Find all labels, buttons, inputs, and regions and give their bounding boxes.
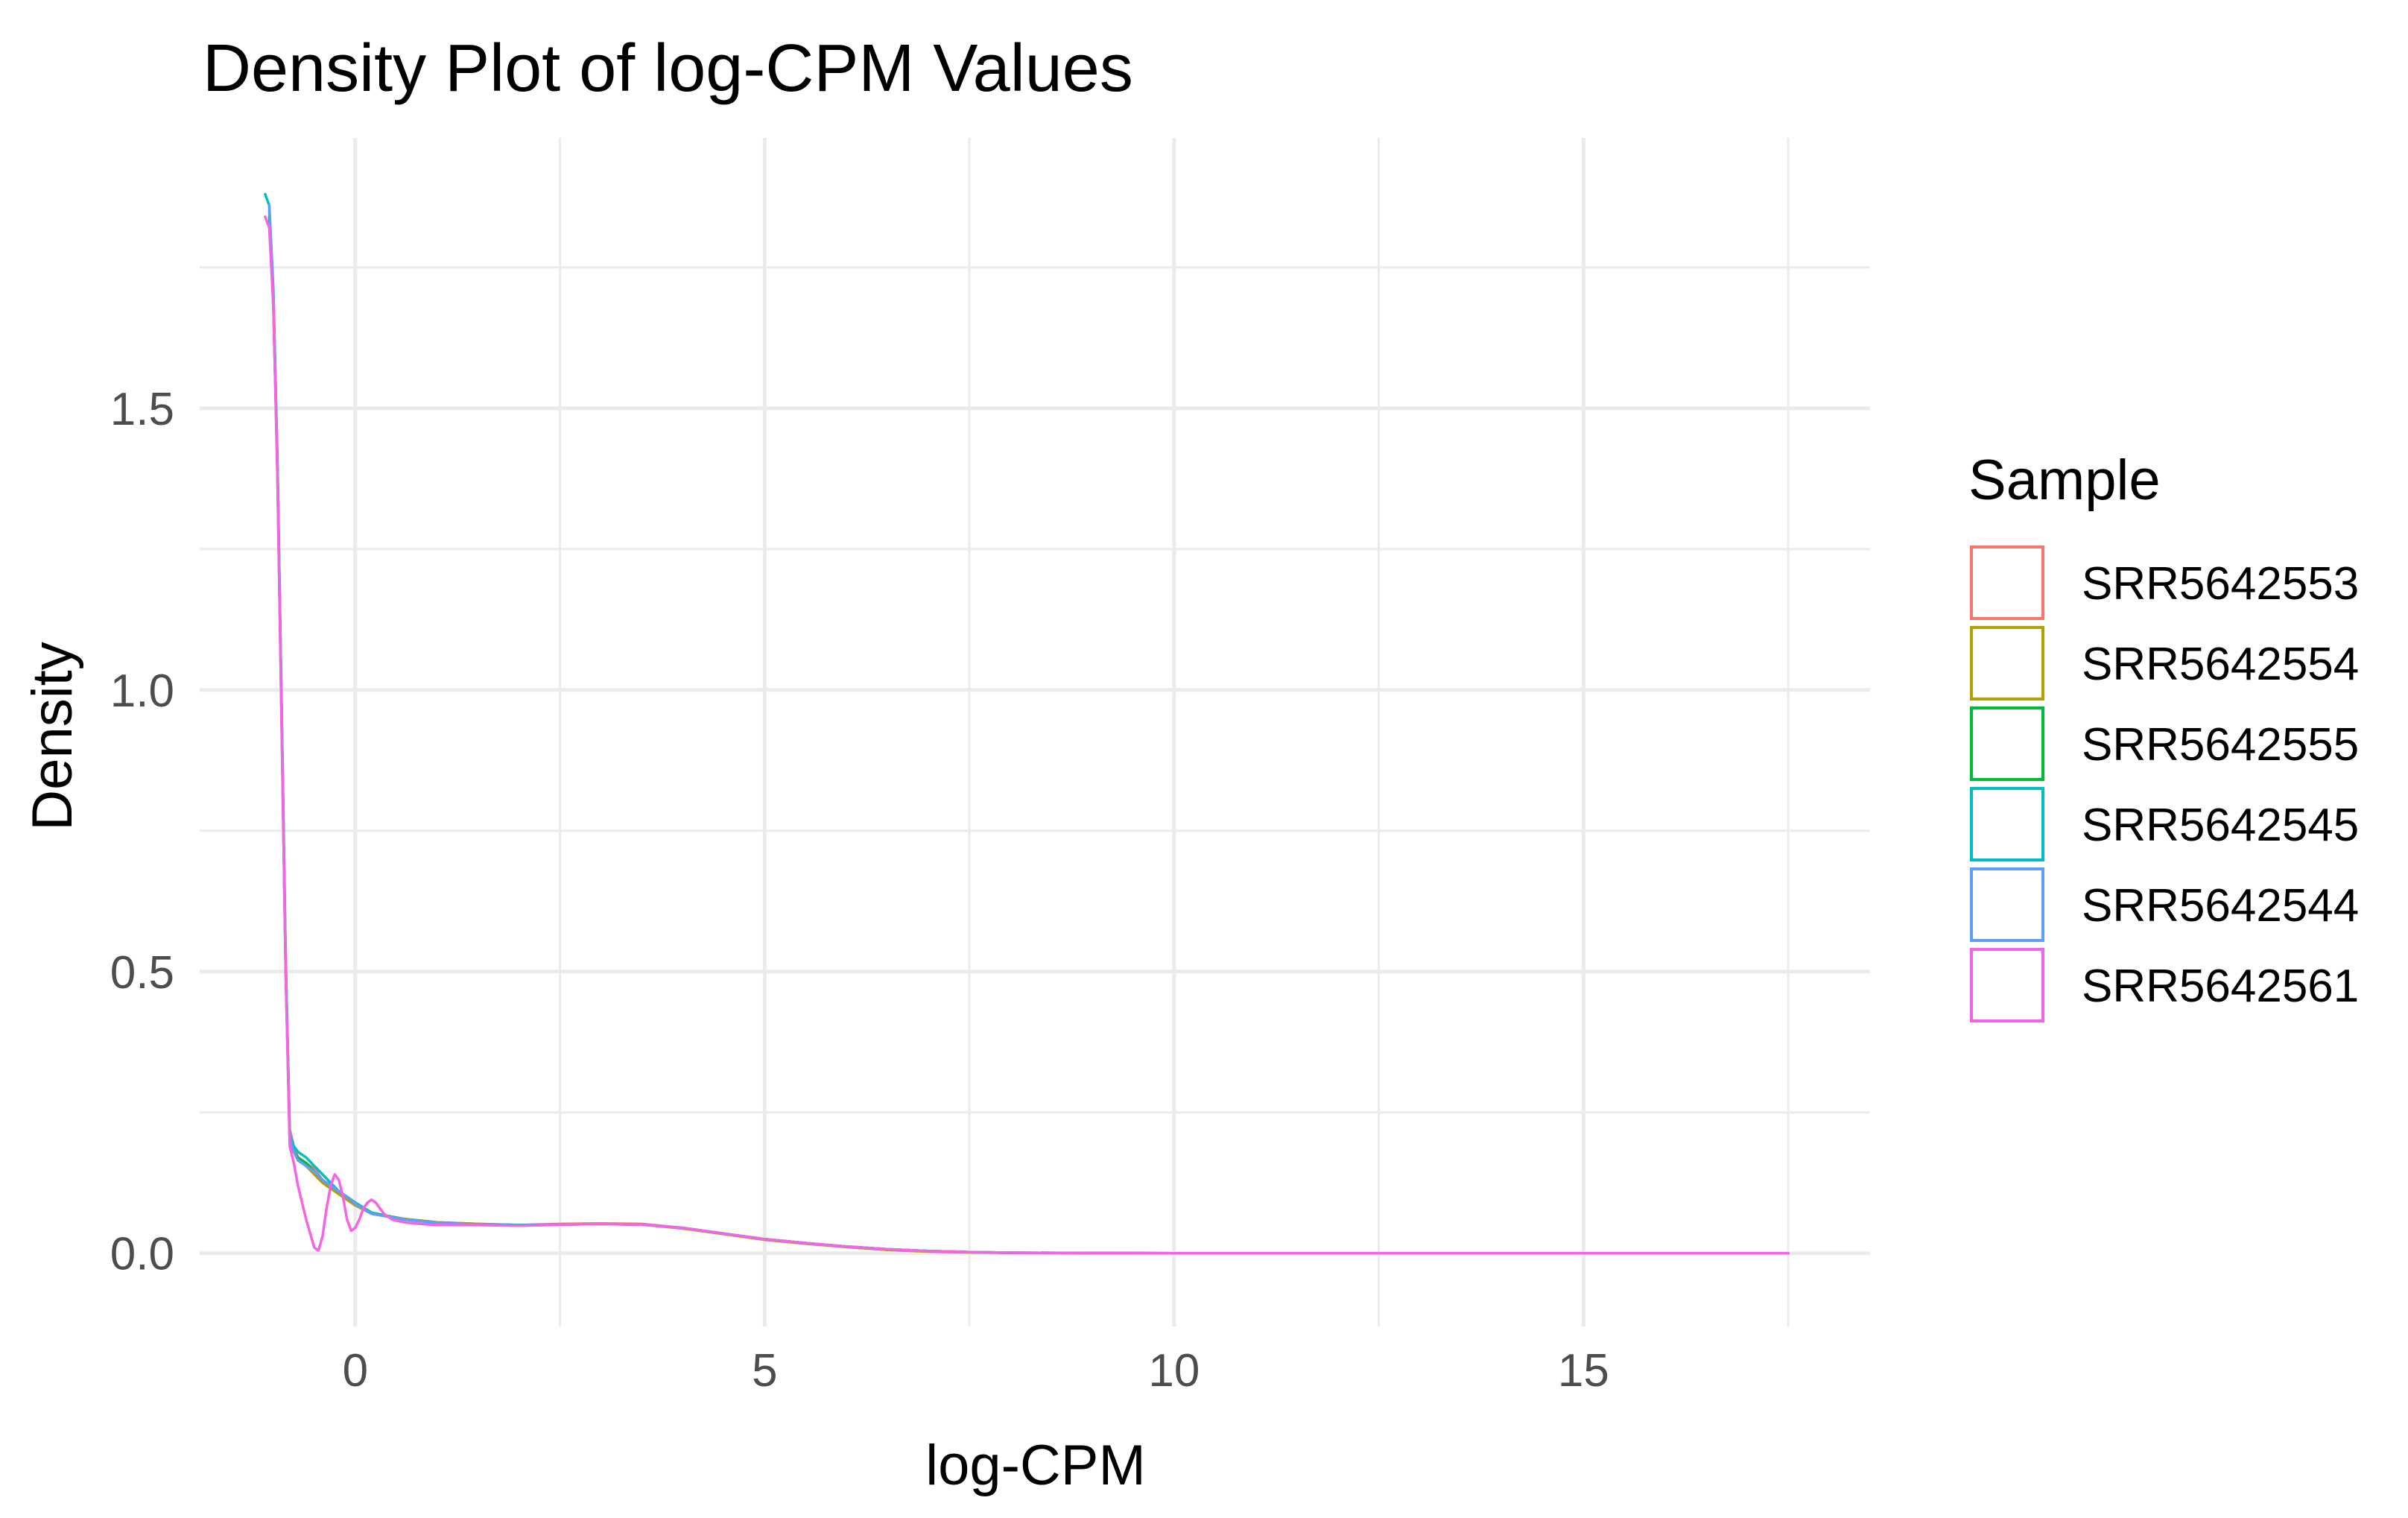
density-line-4 (264, 192, 1790, 1255)
legend: Sample SRR5642553SRR5642554SRR5642555SRR… (1968, 449, 2359, 1022)
legend-items: SRR5642553 SRR5642554 SRR5642555 SRR5642545… (1970, 545, 2359, 1022)
legend-key (1970, 787, 2044, 861)
legend-key (1970, 706, 2044, 781)
x-tick-label: 0 (343, 1345, 368, 1397)
chart-title: Density Plot of log-CPM Values (203, 31, 1133, 106)
density-line-3 (267, 215, 1790, 1255)
series-lines (264, 192, 1790, 1255)
y-axis-label: Density (21, 642, 84, 830)
legend-label: SRR5642545 (2082, 800, 2359, 851)
y-tick-label: 1.5 (110, 384, 174, 435)
legend-key (1970, 948, 2044, 1022)
x-axis-ticks: 0 5 10 15 (343, 1345, 1609, 1397)
density-line-1 (267, 221, 1790, 1255)
y-axis-ticks: 0.0 0.5 1.0 1.5 (110, 384, 174, 1280)
y-tick-label: 0.5 (110, 947, 174, 999)
x-tick-label: 10 (1148, 1345, 1200, 1397)
legend-label: SRR5642561 (2082, 961, 2359, 1012)
legend-key (1970, 545, 2044, 620)
density-line-6 (264, 215, 1790, 1255)
x-axis-label: log-CPM (925, 1434, 1146, 1497)
legend-label: SRR5642553 (2082, 558, 2359, 610)
legend-title: Sample (1968, 449, 2161, 512)
density-line-5 (267, 203, 1790, 1255)
density-line-2 (267, 209, 1790, 1255)
legend-label: SRR5642554 (2082, 639, 2359, 690)
legend-key (1970, 867, 2044, 942)
legend-label: SRR5642544 (2082, 880, 2359, 932)
y-tick-label: 0.0 (110, 1229, 174, 1280)
x-tick-label: 15 (1558, 1345, 1609, 1397)
y-tick-label: 1.0 (110, 665, 174, 717)
x-tick-label: 5 (752, 1345, 777, 1397)
legend-label: SRR5642555 (2082, 719, 2359, 771)
grid (200, 138, 1870, 1326)
legend-key (1970, 626, 2044, 701)
